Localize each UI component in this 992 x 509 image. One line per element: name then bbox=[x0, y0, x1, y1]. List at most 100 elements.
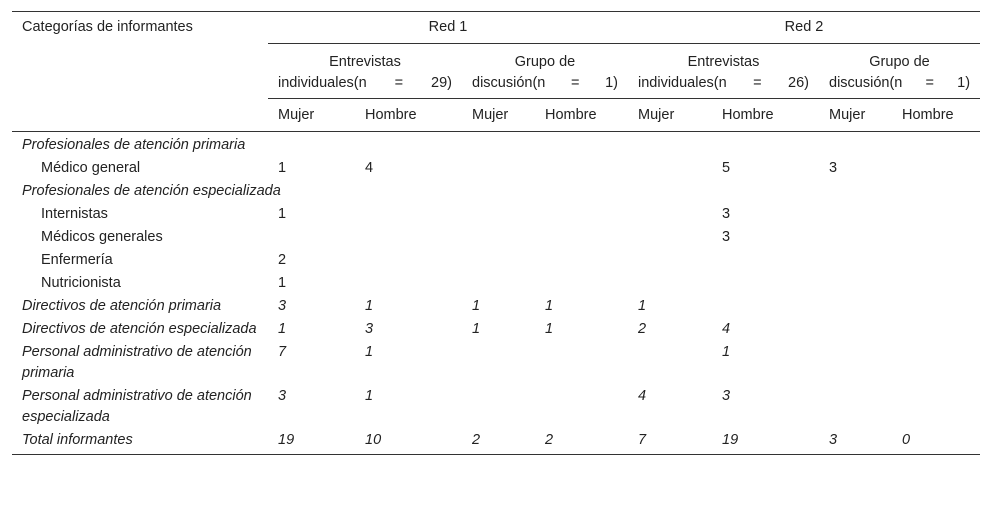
group-line: discusión(n = 1) bbox=[829, 75, 971, 91]
table-row: Directivos de atención especializada 1 3 1 1… bbox=[12, 318, 980, 341]
cell: 1 bbox=[545, 321, 554, 337]
cell bbox=[535, 226, 628, 249]
group-line: individuales(n = 26) bbox=[638, 75, 810, 91]
cell bbox=[892, 385, 980, 429]
cell: 3 bbox=[829, 432, 838, 448]
header-row: Categorías de informantes Red 1 Red 2 bbox=[12, 11, 981, 132]
row-label: Internistas bbox=[41, 206, 108, 222]
group-header: Grupo de discusión(n = 1) bbox=[462, 43, 629, 99]
cell: 4 bbox=[638, 388, 647, 404]
cell bbox=[819, 272, 892, 295]
table-row: Médicos generales 3 bbox=[12, 226, 980, 249]
group-line: Grupo de bbox=[869, 54, 930, 70]
cell bbox=[628, 226, 712, 249]
cell: 3 bbox=[722, 229, 731, 245]
cell bbox=[355, 203, 462, 226]
cell: 1 bbox=[278, 275, 287, 291]
cell: 2 bbox=[545, 432, 554, 448]
cell: 7 bbox=[278, 344, 287, 360]
cell: 1 bbox=[278, 160, 287, 176]
cell bbox=[712, 272, 819, 295]
group-line: individuales(n = 29) bbox=[278, 75, 452, 91]
cell: 1 bbox=[638, 298, 647, 314]
sex-header: Mujer bbox=[462, 98, 535, 132]
table-row: Internistas 1 3 bbox=[12, 203, 980, 226]
cell bbox=[355, 272, 462, 295]
group-line: Grupo de bbox=[514, 54, 576, 70]
row-label: Médicos generales bbox=[41, 229, 163, 245]
cell bbox=[462, 385, 535, 429]
cell: 2 bbox=[278, 252, 287, 268]
cell bbox=[535, 249, 628, 272]
table: Categorías de informantes Red 1 Red 2 Entre… bbox=[12, 11, 981, 455]
cell bbox=[819, 203, 892, 226]
cell bbox=[462, 249, 535, 272]
table-row: Total informantes 19 10 2 2 7 19 3 0 bbox=[12, 429, 981, 455]
cell bbox=[628, 249, 712, 272]
table-row: Nutricionista 1 bbox=[12, 272, 980, 295]
row-label: Personal administrativo de atención prim… bbox=[22, 344, 252, 381]
row-label: Directivos de atención especializada bbox=[22, 321, 257, 337]
sex-header: Mujer bbox=[628, 98, 713, 132]
cell bbox=[712, 295, 819, 318]
cell bbox=[462, 203, 535, 226]
cell: 1 bbox=[365, 298, 374, 314]
cell bbox=[628, 203, 712, 226]
cell: 1 bbox=[365, 344, 374, 360]
corner-header: Categorías de informantes bbox=[12, 11, 268, 132]
row-label: Total informantes bbox=[22, 432, 133, 448]
table-row: Profesionales de atención especializada bbox=[12, 180, 980, 203]
cell bbox=[535, 157, 628, 180]
row-label: Profesionales de atención especializada bbox=[22, 183, 281, 199]
cell: 1 bbox=[365, 388, 374, 404]
header-row: Entrevistas individuales(n = 29) Grupo de d… bbox=[12, 43, 981, 99]
table-row: Personal administrativo de atención prim… bbox=[12, 341, 980, 385]
cell bbox=[892, 318, 980, 341]
group-header: Grupo de discusión(n = 1) bbox=[819, 43, 981, 99]
cell bbox=[892, 272, 980, 295]
cell bbox=[892, 249, 980, 272]
cell: 1 bbox=[545, 298, 554, 314]
cell bbox=[819, 385, 892, 429]
cell bbox=[268, 226, 355, 249]
cell: 7 bbox=[638, 432, 647, 448]
cell bbox=[535, 203, 628, 226]
row-label: Nutricionista bbox=[41, 275, 121, 291]
cell: 3 bbox=[722, 388, 731, 404]
row-label: Enfermería bbox=[41, 252, 113, 268]
cell bbox=[892, 341, 980, 385]
cell bbox=[355, 226, 462, 249]
group-line: Entrevistas bbox=[329, 54, 401, 70]
sex-header: Hombre bbox=[535, 98, 629, 132]
cell bbox=[819, 318, 892, 341]
table-header: Categorías de informantes Red 1 Red 2 Entre… bbox=[12, 11, 981, 132]
header-row: Mujer Hombre Mujer Hombre Mujer Hombre Mujer Ho… bbox=[12, 98, 981, 132]
cell bbox=[712, 249, 819, 272]
row-label: Médico general bbox=[41, 160, 141, 176]
network-header: Red 1 bbox=[268, 11, 629, 44]
table-row: Médico general 1 4 5 3 bbox=[12, 157, 980, 180]
cell: 3 bbox=[278, 388, 287, 404]
group-line: Entrevistas bbox=[687, 54, 760, 70]
cell: 1 bbox=[278, 206, 287, 222]
cell: 1 bbox=[722, 344, 731, 360]
cell: 3 bbox=[829, 160, 838, 176]
sex-header: Hombre bbox=[355, 98, 462, 132]
table-row: Directivos de atención primaria 3 1 1 1 1 bbox=[12, 295, 980, 318]
cell: 1 bbox=[472, 321, 481, 337]
row-label: Profesionales de atención primaria bbox=[22, 137, 246, 153]
cell bbox=[628, 157, 712, 180]
cell: 19 bbox=[722, 432, 739, 448]
cell bbox=[535, 385, 628, 429]
group-header: Entrevistas individuales(n = 29) bbox=[268, 43, 462, 99]
cell: 19 bbox=[278, 432, 295, 448]
cell bbox=[535, 272, 628, 295]
cell bbox=[892, 203, 980, 226]
cell: 0 bbox=[902, 432, 911, 448]
cell bbox=[462, 272, 535, 295]
cell: 2 bbox=[638, 321, 647, 337]
cell bbox=[355, 249, 462, 272]
cell: 1 bbox=[472, 298, 481, 314]
cell: 2 bbox=[472, 432, 481, 448]
